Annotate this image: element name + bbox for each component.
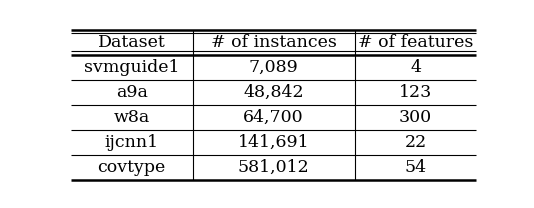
Text: w8a: w8a (114, 109, 150, 126)
Text: 4: 4 (410, 59, 421, 76)
Text: Dataset: Dataset (98, 34, 166, 51)
Text: 7,089: 7,089 (249, 59, 299, 76)
Text: 22: 22 (404, 134, 427, 151)
Text: 123: 123 (399, 84, 432, 101)
Text: 64,700: 64,700 (244, 109, 304, 126)
Text: covtype: covtype (98, 159, 166, 176)
Text: ijcnn1: ijcnn1 (105, 134, 159, 151)
Text: svmguide1: svmguide1 (84, 59, 179, 76)
Text: 300: 300 (399, 109, 432, 126)
Text: a9a: a9a (116, 84, 148, 101)
Text: 581,012: 581,012 (238, 159, 310, 176)
Text: 54: 54 (405, 159, 427, 176)
Text: # of features: # of features (358, 34, 473, 51)
Text: # of instances: # of instances (211, 34, 336, 51)
Text: 141,691: 141,691 (238, 134, 310, 151)
Text: 48,842: 48,842 (244, 84, 304, 101)
